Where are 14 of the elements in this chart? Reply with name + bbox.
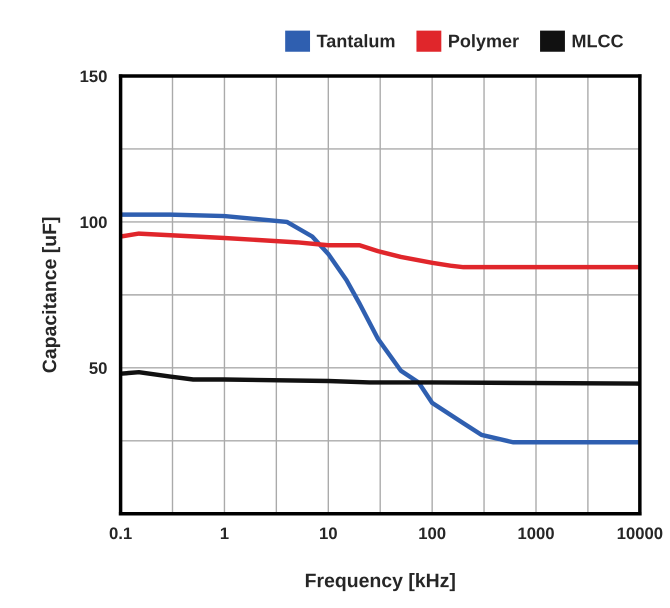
x-tick-label: 100 (419, 527, 446, 540)
y-tick-label: 50 (89, 362, 107, 374)
x-axis-title: Frequency [kHz] (306, 573, 455, 592)
x-tick-label: 0.1 (110, 527, 132, 540)
x-tick-label: 1000 (518, 527, 554, 540)
legend-label: MLCC (572, 34, 624, 48)
legend-label: Polymer (449, 34, 519, 51)
y-tick-label: 100 (80, 216, 107, 228)
x-tick-label: 10 (320, 527, 337, 540)
y-tick-label: 150 (80, 70, 107, 82)
y-axis-title: Capacitance [uF] (42, 218, 60, 372)
x-tick-label: 1 (220, 528, 229, 540)
x-tick-label: 10000 (618, 527, 662, 540)
legend-label: Tantalum (316, 34, 394, 48)
